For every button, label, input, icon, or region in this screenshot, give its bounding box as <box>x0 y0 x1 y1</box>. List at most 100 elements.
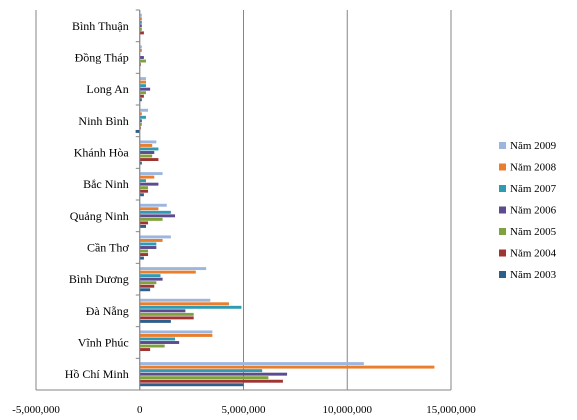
legend-swatch <box>499 185 506 192</box>
bar <box>139 344 165 348</box>
legend-label: Năm 2008 <box>510 162 557 174</box>
bar <box>139 249 149 253</box>
bar <box>139 59 146 63</box>
bar <box>139 242 157 246</box>
bar <box>139 126 141 130</box>
category-label: Bắc Ninh <box>83 177 129 191</box>
bar <box>139 333 213 337</box>
legend-swatch <box>499 271 506 278</box>
bar <box>139 348 151 352</box>
bar <box>139 143 153 147</box>
bar <box>139 235 171 239</box>
bar <box>139 369 263 373</box>
legend-label: Năm 2009 <box>510 140 557 152</box>
bar <box>139 27 142 31</box>
bar <box>139 274 161 278</box>
bar <box>139 207 159 211</box>
x-tick-label: -5,000,000 <box>12 404 60 416</box>
bar <box>139 309 186 313</box>
bar <box>139 182 159 186</box>
bar <box>139 17 142 21</box>
bar <box>139 217 163 221</box>
bar <box>139 84 146 88</box>
bar <box>139 108 149 112</box>
bar <box>139 376 269 380</box>
bar <box>135 129 140 133</box>
legend-swatch <box>499 163 506 171</box>
bar <box>139 214 176 218</box>
bar <box>139 203 167 207</box>
bar <box>139 379 283 383</box>
category-label: Hồ Chí Minh <box>65 367 129 381</box>
category-label: Bình Dương <box>69 272 129 286</box>
category-label: Vĩnh Phúc <box>78 336 129 350</box>
legend-swatch <box>499 142 506 149</box>
bar <box>139 98 142 102</box>
bar <box>139 80 146 84</box>
bar <box>139 288 151 292</box>
bar <box>139 298 211 302</box>
bar <box>139 362 364 366</box>
x-tick-label: 5,000,000 <box>222 404 267 416</box>
bar <box>139 20 142 24</box>
bar <box>139 238 163 242</box>
bar <box>139 13 142 17</box>
bar <box>139 383 244 387</box>
bar <box>139 221 149 225</box>
category-label: Đà Nẵng <box>86 304 129 318</box>
bar <box>139 270 196 274</box>
bar <box>139 372 288 376</box>
tick-labels: -5,000,000 0 5,000,000 10,000,000 15,000,000 <box>12 404 476 416</box>
bar <box>139 172 163 176</box>
bar <box>139 147 159 151</box>
legend-label: Năm 2005 <box>510 226 557 238</box>
category-label: Cần Thơ <box>87 241 129 255</box>
bar <box>139 189 149 193</box>
bar <box>139 246 157 249</box>
x-tick-label: 15,000,000 <box>426 404 476 416</box>
legend-label: Năm 2006 <box>510 205 557 217</box>
bar <box>139 253 149 257</box>
bar <box>139 337 176 341</box>
bar <box>139 267 207 271</box>
bar <box>139 151 155 154</box>
bar <box>139 140 157 144</box>
bar <box>139 175 155 179</box>
legend-label: Năm 2007 <box>510 183 557 195</box>
legend: Năm 2009 Năm 2008 Năm 2007 Năm 2006 Năm 2005… <box>499 140 557 281</box>
x-tick-label: 0 <box>137 404 143 416</box>
bar <box>139 365 435 369</box>
bar <box>139 115 146 119</box>
bar <box>139 277 163 281</box>
bar <box>139 305 242 309</box>
bar <box>139 122 142 126</box>
bar <box>139 94 144 98</box>
bar <box>139 312 194 316</box>
legend-label: Năm 2003 <box>510 269 557 281</box>
bar <box>139 112 142 116</box>
legend-swatch <box>499 228 506 235</box>
bar <box>139 281 157 285</box>
bar <box>139 319 171 323</box>
bar <box>139 154 153 158</box>
bar <box>139 341 180 344</box>
bar <box>139 24 142 28</box>
bar <box>139 158 159 162</box>
bar <box>139 302 229 306</box>
bar <box>139 210 171 214</box>
bar <box>139 256 144 260</box>
category-label: Bình Thuận <box>72 19 129 33</box>
category-label: Long An <box>86 82 128 96</box>
category-label: Đồng Tháp <box>75 51 129 65</box>
bar <box>139 56 144 59</box>
bar <box>139 119 142 123</box>
bar <box>139 45 142 49</box>
bar <box>139 330 213 334</box>
bar <box>139 284 155 288</box>
legend-swatch <box>499 206 506 214</box>
category-axis: Hồ Chí Minh Vĩnh Phúc Đà Nẵng Bình Dương Cần… <box>65 19 130 381</box>
bar <box>139 316 194 320</box>
bar-series <box>135 13 435 387</box>
gridlines <box>35 10 452 390</box>
